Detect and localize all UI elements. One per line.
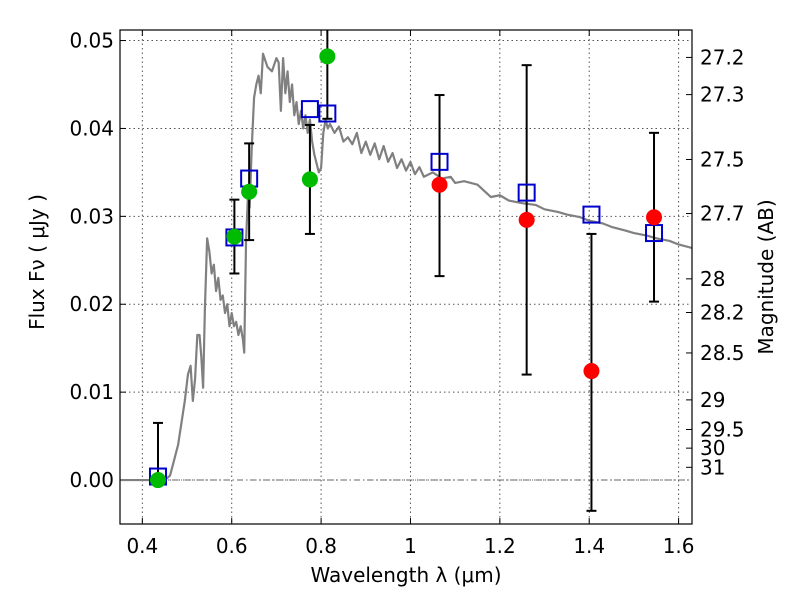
y-tick-label: 0.05 bbox=[69, 29, 114, 53]
y-axis-right-label: Magnitude (AB) bbox=[754, 199, 778, 354]
model-photometry-square bbox=[430, 152, 449, 171]
axes-frame bbox=[119, 29, 693, 525]
model-spectrum-line bbox=[120, 52, 692, 482]
detection-point bbox=[241, 183, 258, 200]
non-detection-point bbox=[431, 176, 448, 193]
right-tick-label: 27.3 bbox=[700, 83, 745, 107]
x-tick-label: 1.6 bbox=[663, 534, 695, 558]
y-tick-label: 0.00 bbox=[69, 468, 114, 492]
right-tick-label: 27.7 bbox=[700, 202, 745, 226]
right-tick-label: 31 bbox=[700, 455, 725, 479]
x-tick-label: 0.8 bbox=[305, 534, 337, 558]
x-tick-label: 0.6 bbox=[216, 534, 248, 558]
x-tick-label: 1.2 bbox=[484, 534, 516, 558]
plot-area bbox=[120, 30, 692, 512]
y-tick-label: 0.03 bbox=[69, 204, 114, 228]
right-tick-label: 28.5 bbox=[700, 341, 745, 365]
tick-labels: 0.4 0.6 0.8 1 1.2 1.4 1.6 0.00 0.01 0.02 0.03 0.04 0… bbox=[69, 29, 744, 558]
detection-point bbox=[301, 171, 318, 188]
right-tick-label: 27.2 bbox=[700, 45, 745, 69]
right-tick-label: 30 bbox=[700, 436, 725, 460]
x-tick-label: 1.4 bbox=[573, 534, 605, 558]
y-tick-label: 0.01 bbox=[69, 380, 114, 404]
model-photometry-square bbox=[318, 104, 337, 123]
right-tick-label: 29 bbox=[700, 388, 725, 412]
right-tick-label: 27.5 bbox=[700, 147, 745, 171]
model-photometry-square bbox=[300, 100, 319, 119]
model-photometry-square bbox=[582, 205, 601, 224]
x-axis-label: Wavelength λ (μm) bbox=[310, 563, 501, 587]
non-detection-point bbox=[518, 211, 535, 228]
y-tick-label: 0.02 bbox=[69, 292, 114, 316]
non-detection-point bbox=[583, 363, 600, 380]
y-axis-label: Flux Fν ( μJy ) bbox=[25, 194, 49, 330]
non-detection-point bbox=[646, 209, 663, 226]
y-tick-label: 0.04 bbox=[69, 116, 114, 140]
x-tick-label: 1 bbox=[404, 534, 417, 558]
detection-point bbox=[319, 48, 336, 65]
detection-point bbox=[226, 228, 243, 245]
axis-ticks bbox=[120, 30, 692, 524]
detection-point bbox=[149, 472, 166, 489]
x-tick-label: 0.4 bbox=[126, 534, 158, 558]
right-tick-label: 29.5 bbox=[700, 418, 745, 442]
right-tick-label: 28 bbox=[700, 267, 725, 291]
model-photometry-square bbox=[517, 183, 536, 202]
right-tick-label: 28.2 bbox=[700, 301, 745, 325]
